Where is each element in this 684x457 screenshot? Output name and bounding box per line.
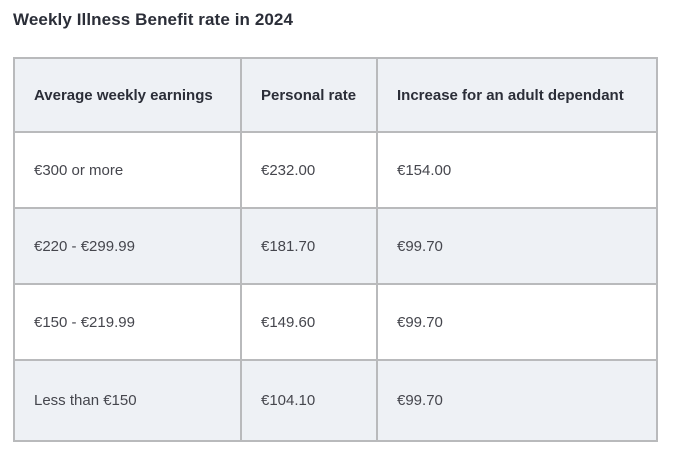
illness-benefit-rate-table: Average weekly earnings Personal rate In… xyxy=(13,57,658,442)
cell-earnings-band: €300 or more xyxy=(13,131,242,209)
cell-personal-rate: €104.10 xyxy=(240,359,378,442)
cell-adult-dependant-increase: €99.70 xyxy=(376,207,658,285)
table-row: Less than €150 €104.10 €99.70 xyxy=(13,359,658,442)
page-title: Weekly Illness Benefit rate in 2024 xyxy=(13,10,294,29)
table-body: €300 or more €232.00 €154.00 €220 - €299… xyxy=(13,131,658,442)
cell-earnings-band: Less than €150 xyxy=(13,359,242,442)
table-header: Average weekly earnings Personal rate In… xyxy=(13,57,658,133)
column-header-personal-rate: Personal rate xyxy=(240,57,378,133)
column-header-average-weekly-earnings: Average weekly earnings xyxy=(13,57,242,133)
cell-adult-dependant-increase: €99.70 xyxy=(376,283,658,361)
cell-earnings-band: €220 - €299.99 xyxy=(13,207,242,285)
cell-personal-rate: €149.60 xyxy=(240,283,378,361)
cell-earnings-band: €150 - €219.99 xyxy=(13,283,242,361)
table-header-row: Average weekly earnings Personal rate In… xyxy=(13,57,658,133)
cell-personal-rate: €181.70 xyxy=(240,207,378,285)
table-row: €150 - €219.99 €149.60 €99.70 xyxy=(13,283,658,361)
table-row: €220 - €299.99 €181.70 €99.70 xyxy=(13,207,658,285)
cell-adult-dependant-increase: €154.00 xyxy=(376,131,658,209)
column-header-increase-adult-dependant: Increase for an adult dependant xyxy=(376,57,658,133)
cell-adult-dependant-increase: €99.70 xyxy=(376,359,658,442)
cell-personal-rate: €232.00 xyxy=(240,131,378,209)
table-row: €300 or more €232.00 €154.00 xyxy=(13,131,658,209)
